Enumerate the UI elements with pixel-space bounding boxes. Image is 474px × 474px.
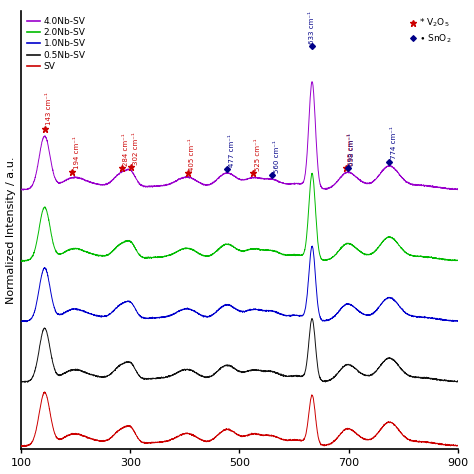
Text: 143 cm⁻¹: 143 cm⁻¹ xyxy=(46,92,52,126)
Text: 525 cm⁻¹: 525 cm⁻¹ xyxy=(255,139,261,171)
Text: 405 cm⁻¹: 405 cm⁻¹ xyxy=(189,138,195,171)
Text: 194 cm⁻¹: 194 cm⁻¹ xyxy=(74,137,80,169)
Y-axis label: Normalized Intensity / a.u.: Normalized Intensity / a.u. xyxy=(6,156,16,304)
Text: 698 cm⁻¹: 698 cm⁻¹ xyxy=(349,133,355,166)
Text: 302 cm⁻¹: 302 cm⁻¹ xyxy=(133,132,139,164)
Text: 560 cm⁻¹: 560 cm⁻¹ xyxy=(274,140,280,173)
Legend: * V$_2$O$_5$, $\bullet$ SnO$_2$: * V$_2$O$_5$, $\bullet$ SnO$_2$ xyxy=(407,15,453,46)
Text: 695 cm⁻¹: 695 cm⁻¹ xyxy=(347,134,354,166)
Text: 633 cm⁻¹: 633 cm⁻¹ xyxy=(310,11,315,44)
Text: 284 cm⁻¹: 284 cm⁻¹ xyxy=(123,133,129,165)
Text: 477 cm⁻¹: 477 cm⁻¹ xyxy=(228,134,235,167)
Text: 774 cm⁻¹: 774 cm⁻¹ xyxy=(391,127,397,159)
